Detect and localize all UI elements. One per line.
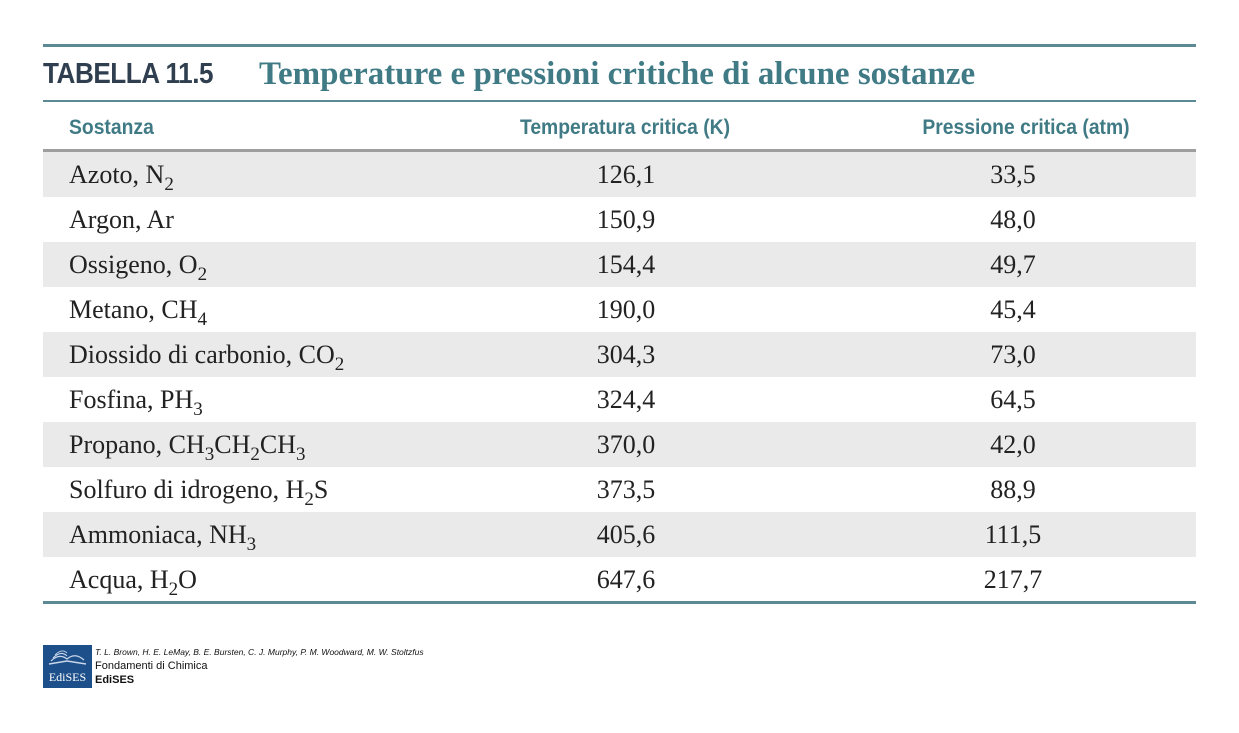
publisher-logo: EdiSES (43, 645, 92, 688)
substance-name: Solfuro di idrogeno, H2S (69, 475, 329, 510)
substance-name: Diossido di carbonio, CO2 (69, 340, 345, 375)
table-row: Solfuro di idrogeno, H2S 373,5 88,9 (43, 467, 1196, 512)
critical-pressure: 88,9 (990, 475, 1036, 504)
table-title: Temperature e pressioni critiche di alcu… (259, 55, 976, 92)
table-header: Sostanza Temperatura critica (K) Pressio… (43, 105, 1196, 149)
open-book-icon (48, 650, 87, 665)
column-header-critical-temperature: Temperatura critica (K) (519, 116, 731, 139)
critical-temperature: 154,4 (596, 250, 656, 279)
critical-pressure: 49,7 (990, 250, 1036, 279)
table-row: Metano, CH4 190,0 45,4 (43, 287, 1196, 332)
critical-temperature: 373,5 (596, 475, 656, 504)
table-row: Acqua, H2O 647,6 217,7 (43, 557, 1196, 602)
substance-name: Fosfina, PH3 (69, 385, 203, 420)
bottom-rule (43, 601, 1196, 604)
substance-name: Argon, Ar (69, 205, 174, 234)
critical-pressure: 64,5 (990, 385, 1036, 414)
critical-pressure: 48,0 (990, 205, 1036, 234)
table-row: Azoto, N2 126,1 33,5 (43, 152, 1196, 197)
critical-pressure: 45,4 (990, 295, 1036, 324)
critical-temperature: 150,9 (596, 205, 656, 234)
substance-name: Propano, CH3CH2CH3 (69, 430, 306, 465)
critical-temperature: 126,1 (596, 160, 656, 189)
critical-pressure: 111,5 (984, 520, 1042, 549)
publisher: EdiSES (95, 674, 135, 686)
table-row: Ammoniaca, NH3 405,6 111,5 (43, 512, 1196, 557)
substance-name: Azoto, N2 (69, 160, 174, 195)
substance-name: Ammoniaca, NH3 (69, 520, 257, 555)
column-header-critical-pressure: Pressione critica (atm) (922, 116, 1130, 139)
logo-text: EdiSES (48, 670, 87, 684)
critical-temperature: 304,3 (596, 340, 656, 369)
column-header-substance: Sostanza (69, 116, 154, 139)
critical-pressure: 33,5 (990, 160, 1036, 189)
critical-temperature: 324,4 (596, 385, 656, 414)
table-row: Propano, CH3CH2CH3 370,0 42,0 (43, 422, 1196, 467)
table-row: Argon, Ar 150,9 48,0 (43, 197, 1196, 242)
critical-temperature: 190,0 (596, 295, 656, 324)
credits: T. L. Brown, H. E. LeMay, B. E. Bursten,… (95, 645, 515, 688)
critical-pressure: 73,0 (990, 340, 1036, 369)
critical-temperature: 647,6 (596, 565, 656, 594)
critical-temperature: 370,0 (596, 430, 656, 459)
table-row: Ossigeno, O2 154,4 49,7 (43, 242, 1196, 287)
book-title: Fondamenti di Chimica (95, 660, 208, 672)
critical-pressure: 42,0 (990, 430, 1036, 459)
top-rule (43, 44, 1196, 47)
authors: T. L. Brown, H. E. LeMay, B. E. Bursten,… (95, 647, 424, 657)
substance-name: Metano, CH4 (69, 295, 208, 330)
table-body: Azoto, N2 126,1 33,5 Argon, Ar 150,9 48,0 Ossi… (43, 152, 1196, 602)
critical-temperature: 405,6 (596, 520, 656, 549)
table-row: Fosfina, PH3 324,4 64,5 (43, 377, 1196, 422)
substance-name: Ossigeno, O2 (69, 250, 208, 285)
critical-pressure: 217,7 (983, 565, 1043, 594)
substance-name: Acqua, H2O (69, 565, 197, 600)
header-rule (43, 149, 1196, 152)
table-row: Diossido di carbonio, CO2 304,3 73,0 (43, 332, 1196, 377)
title-rule (43, 100, 1196, 102)
table-caption: TABELLA 11.5 Temperature e pressioni cri… (43, 50, 975, 98)
table-number: TABELLA 11.5 (43, 57, 214, 90)
